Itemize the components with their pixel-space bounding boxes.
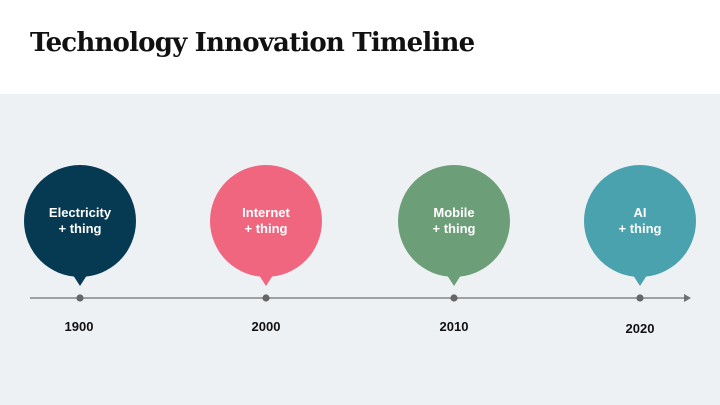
- page-title: Technology Innovation Timeline: [30, 28, 475, 58]
- milestone-dot-mobile: [450, 294, 458, 302]
- milestone-bubble-mobile: [398, 165, 510, 277]
- milestone-label-mobile: Mobile + thing: [398, 205, 510, 237]
- milestone-label-line2: + thing: [432, 221, 476, 236]
- timeline-graphic: [24, 165, 696, 302]
- milestone-label-ai: AI + thing: [584, 205, 696, 237]
- milestone-pointer-mobile: [445, 272, 463, 286]
- milestone-label-line1: Mobile: [433, 205, 475, 220]
- header: Technology Innovation Timeline: [0, 0, 720, 94]
- milestone-pointer-internet: [257, 272, 275, 286]
- milestone-year-2020: 2020: [625, 321, 655, 336]
- milestone-label-line1: Electricity: [48, 205, 112, 220]
- milestone-year-2010: 2010: [439, 319, 469, 334]
- milestone-label-line1: AI: [633, 205, 647, 220]
- milestone-label-line2: + thing: [58, 221, 102, 236]
- milestone-label-line2: + thing: [244, 221, 288, 236]
- milestone-label-line2: + thing: [618, 221, 662, 236]
- milestone-label-internet: Internet + thing: [210, 205, 322, 237]
- milestone-dot-ai: [636, 294, 644, 302]
- milestone-year-1900: 1900: [64, 319, 94, 334]
- milestone-label-electricity: Electricity + thing: [24, 205, 136, 237]
- milestone-bubble-electricity: [24, 165, 136, 277]
- milestone-bubble-ai: [584, 165, 696, 277]
- milestone-marker-internet: [210, 165, 322, 302]
- milestone-pointer-electricity: [71, 272, 89, 286]
- milestone-label-line1: Internet: [242, 205, 290, 220]
- milestone-dot-internet: [262, 294, 270, 302]
- milestone-year-2000: 2000: [251, 319, 281, 334]
- milestone-pointer-ai: [631, 272, 649, 286]
- milestone-marker-mobile: [398, 165, 510, 302]
- milestone-dot-electricity: [76, 294, 84, 302]
- milestone-marker-electricity: [24, 165, 136, 302]
- milestone-marker-ai: [584, 165, 696, 302]
- milestone-bubble-internet: [210, 165, 322, 277]
- timeline-arrowhead: [684, 294, 691, 302]
